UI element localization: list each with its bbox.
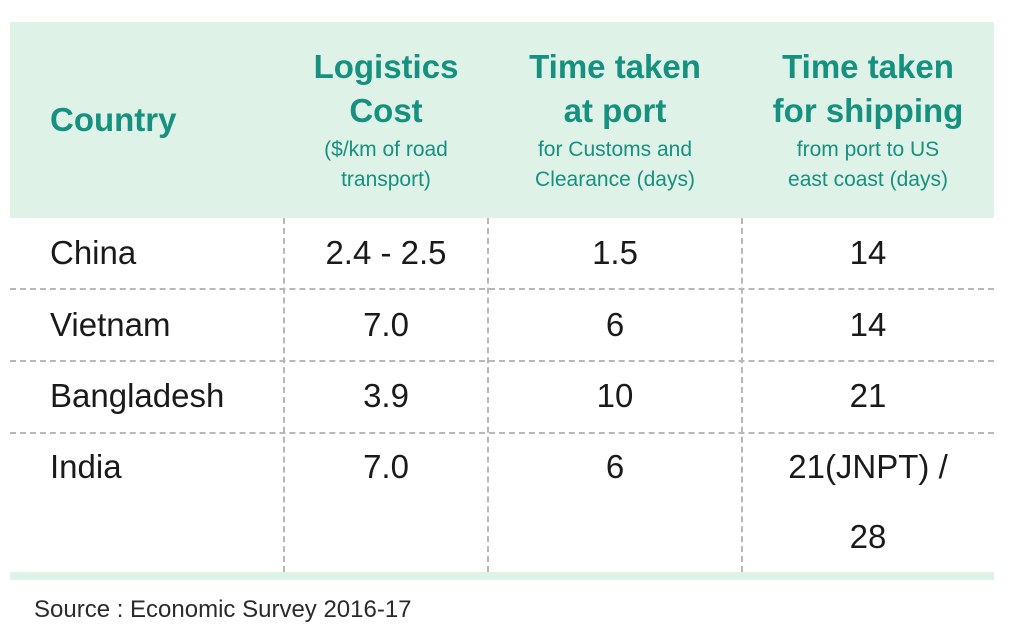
source-note: Source : Economic Survey 2016-17 [34,596,412,623]
header-shipping-title-line1: Time taken [782,48,954,85]
cell-shipping-time-line2: 28 [849,518,887,555]
cell-logistics-cost: 7.0 [363,448,409,485]
cell-logistics-cost: 2.4 - 2.5 [325,234,447,271]
cell-country: Bangladesh [50,377,225,414]
cell-shipping-time: 14 [849,306,887,343]
header-logistics-title-line2: Cost [349,92,423,129]
header-logistics-subtitle-line2: transport) [341,168,431,191]
header-port-subtitle-line1: for Customs and [537,138,693,161]
table-footer-bar [10,572,994,580]
cell-shipping-time: 14 [849,234,887,271]
header-country-title: Country [50,101,177,138]
cell-shipping-time: 21 [849,377,887,414]
header-logistics-title-line1: Logistics [313,48,459,85]
comparison-table: Country Logistics Cost ($/km of road tra… [10,22,994,580]
cell-shipping-time: 21(JNPT) / 28 [742,432,994,572]
table-body: China 2.4 - 2.5 1.5 14 Vietnam 7.0 6 14 … [10,218,994,572]
row-divider [10,432,994,434]
header-port-subtitle-line2: Clearance (days) [535,168,695,191]
table-row: Vietnam 7.0 6 14 [10,290,994,360]
table-row: India 7.0 6 21(JNPT) / 28 [10,432,994,572]
cell-port-time: 6 [605,448,625,485]
cell-port-time: 6 [605,306,625,343]
column-divider [487,218,489,572]
table-header: Country Logistics Cost ($/km of road tra… [10,22,994,218]
cell-country: Vietnam [50,306,171,343]
row-divider [10,288,994,290]
cell-country: China [50,234,137,271]
table-row: China 2.4 - 2.5 1.5 14 [10,218,994,288]
cell-shipping-time-line1: 21(JNPT) / [788,448,948,485]
column-divider [741,218,743,572]
column-divider [283,218,285,572]
header-port-time: Time taken at port for Customs and Clear… [488,22,742,218]
cell-port-time: 10 [596,377,634,414]
header-port-title-line1: Time taken [529,48,701,85]
header-logistics-subtitle-line1: ($/km of road [324,138,448,161]
header-shipping-time: Time taken for shipping from port to US … [742,22,994,218]
cell-logistics-cost: 3.9 [363,377,409,414]
cell-country: India [50,448,122,485]
header-shipping-title-line2: for shipping [772,92,964,129]
cell-logistics-cost: 7.0 [363,306,409,343]
header-country: Country [10,22,284,218]
row-divider [10,360,994,362]
header-port-title-line2: at port [563,92,667,129]
table-row: Bangladesh 3.9 10 21 [10,360,994,432]
header-logistics-cost: Logistics Cost ($/km of road transport) [284,22,488,218]
header-shipping-subtitle-line2: east coast (days) [788,168,948,191]
header-shipping-subtitle-line1: from port to US [796,138,940,161]
cell-port-time: 1.5 [592,234,638,271]
